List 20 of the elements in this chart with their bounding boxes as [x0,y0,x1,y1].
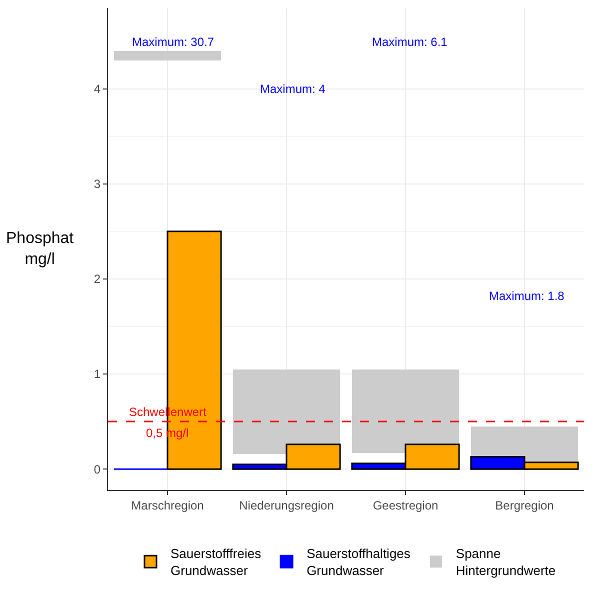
x-tick-label: Bergregion [495,498,554,512]
y-tick-label: 2 [94,272,101,286]
y-tick-label: 1 [94,367,101,382]
bar [232,369,340,454]
annotation: Maximum: 4 [260,82,326,96]
annotation: Maximum: 30.7 [132,35,214,49]
legend-label: Spanne Hintergrundwerte [456,546,556,578]
y-tick-label: 4 [94,82,101,96]
y-tick-label: 3 [94,177,101,192]
x-tick-label: Geestregion [372,498,438,512]
annotation: Maximum: 6.1 [372,35,448,49]
legend-label: Sauerstoffhaltiges Grundwasser [306,546,411,578]
x-tick-label: Marschregion [131,498,204,512]
x-tick-label: Niederungsregion [239,498,334,512]
legend-label: Sauerstofffreies Grundwasser [170,546,262,578]
y-axis-title: Phosphat mg/l [6,230,74,268]
bar [114,50,222,60]
bar [352,369,460,453]
y-tick-label: 0 [94,462,101,476]
annotation: Maximum: 1.8 [489,289,565,303]
